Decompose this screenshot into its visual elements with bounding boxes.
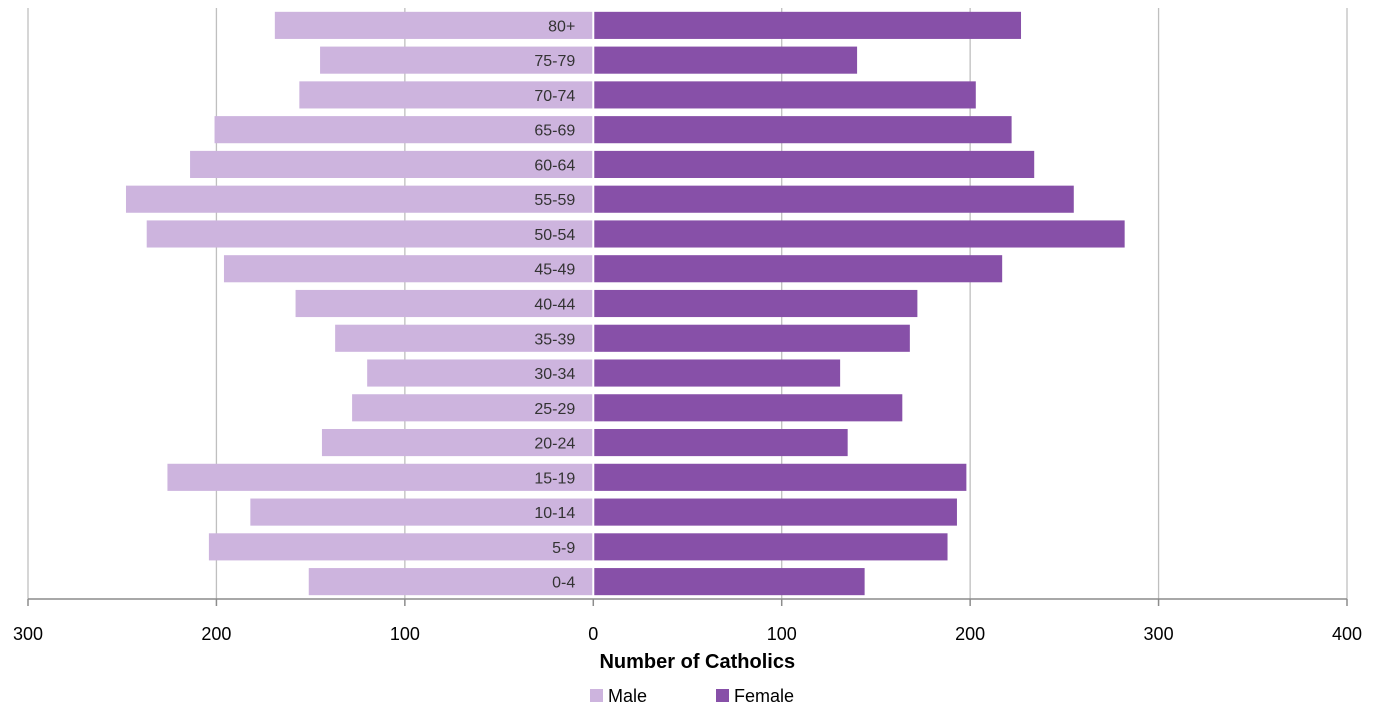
bar-female-65-69 <box>593 116 1012 144</box>
category-label: 35-39 <box>534 331 575 348</box>
bar-female-80+ <box>593 11 1022 39</box>
bar-female-25-29 <box>593 394 903 422</box>
legend-swatch-male <box>590 689 603 702</box>
category-label: 20-24 <box>534 436 575 453</box>
bar-male-80+ <box>274 11 594 39</box>
x-axis <box>27 598 1348 606</box>
bar-female-55-59 <box>593 185 1074 213</box>
x-tick-label: 100 <box>390 624 420 644</box>
bar-male-60-64 <box>190 150 594 178</box>
bar-female-75-79 <box>593 46 858 74</box>
category-label: 80+ <box>548 18 575 35</box>
bar-female-0-4 <box>593 568 865 596</box>
category-label: 40-44 <box>534 297 575 314</box>
category-label: 75-79 <box>534 53 575 70</box>
category-label: 10-14 <box>534 505 575 522</box>
bar-male-65-69 <box>214 116 594 144</box>
x-tick-labels: 300 200 100 0 100 200 300 400 <box>13 624 1362 644</box>
bars <box>125 8 1125 599</box>
bar-female-10-14 <box>593 498 957 526</box>
bar-male-15-19 <box>167 463 594 491</box>
bar-female-50-54 <box>593 220 1125 248</box>
legend-swatch-female <box>716 689 729 702</box>
bar-female-35-39 <box>593 324 910 352</box>
bar-male-10-14 <box>250 498 594 526</box>
bar-male-0-4 <box>308 568 594 596</box>
bar-male-20-24 <box>321 429 594 457</box>
category-label: 25-29 <box>534 401 575 418</box>
legend-label-male: Male <box>608 686 647 706</box>
category-label: 55-59 <box>534 192 575 209</box>
bar-female-30-34 <box>593 359 841 387</box>
bar-male-50-54 <box>146 220 594 248</box>
bar-female-5-9 <box>593 533 948 561</box>
x-tick-label: 200 <box>955 624 985 644</box>
category-label: 70-74 <box>534 88 575 105</box>
bar-female-60-64 <box>593 150 1035 178</box>
bar-female-40-44 <box>593 289 918 318</box>
x-tick-label: 400 <box>1332 624 1362 644</box>
bar-male-70-74 <box>299 81 594 109</box>
bar-male-30-34 <box>367 359 594 387</box>
x-tick-label: 0 <box>588 624 598 644</box>
bar-male-25-29 <box>352 394 594 422</box>
bar-male-75-79 <box>320 46 594 74</box>
bar-male-40-44 <box>295 289 594 318</box>
x-tick-label: 300 <box>13 624 43 644</box>
legend: Male Female <box>590 686 794 706</box>
category-label: 50-54 <box>534 227 575 244</box>
x-axis-title: Number of Catholics <box>599 651 795 673</box>
category-label: 5-9 <box>552 540 575 557</box>
bar-female-70-74 <box>593 81 976 109</box>
category-labels: 0-4 5-9 10-14 15-19 20-24 25-29 30-34 35-39 40-4… <box>534 18 575 591</box>
bar-male-35-39 <box>335 324 594 352</box>
bar-female-45-49 <box>593 255 1003 283</box>
x-tick-label: 300 <box>1144 624 1174 644</box>
bar-male-5-9 <box>208 533 594 561</box>
x-tick-label: 100 <box>767 624 797 644</box>
bar-female-20-24 <box>593 429 848 457</box>
category-label: 65-69 <box>534 123 575 140</box>
bar-male-45-49 <box>223 255 594 283</box>
category-label: 15-19 <box>534 470 575 487</box>
bar-male-55-59 <box>125 185 594 213</box>
category-label: 60-64 <box>534 157 575 174</box>
legend-label-female: Female <box>734 686 794 706</box>
category-label: 30-34 <box>534 366 575 383</box>
category-label: 45-49 <box>534 262 575 279</box>
category-label: 0-4 <box>552 575 575 592</box>
x-tick-label: 200 <box>201 624 231 644</box>
bar-female-15-19 <box>593 463 967 491</box>
